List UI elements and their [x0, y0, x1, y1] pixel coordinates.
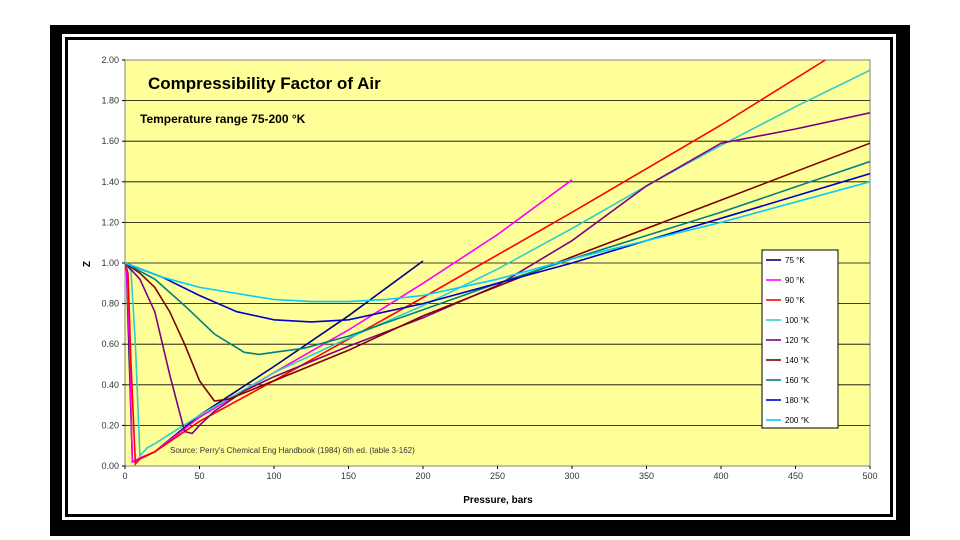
series-line-8	[125, 172, 870, 323]
x-tick-label: 500	[862, 471, 877, 481]
series-line-5	[125, 112, 870, 435]
y-axis-title: Z	[82, 261, 93, 267]
x-tick-label: 250	[490, 471, 505, 481]
x-tick-label: 50	[194, 471, 204, 481]
legend-entry-label: 75 °K	[785, 256, 805, 265]
x-tick-label: 150	[341, 471, 356, 481]
legend-entry-label: 180 °K	[785, 396, 810, 405]
chart-title: Compressibility Factor of Air	[148, 74, 381, 93]
chart-subtitle: Temperature range 75-200 °K	[140, 112, 306, 126]
x-tick-label: 350	[639, 471, 654, 481]
x-tick-label: 300	[564, 471, 579, 481]
y-tick-label: 2.00	[101, 55, 119, 65]
x-tick-label: 100	[266, 471, 281, 481]
legend-entry-label: 100 °K	[785, 316, 810, 325]
legend-entry-label: 200 °K	[785, 416, 810, 425]
series-line-2	[125, 179, 573, 464]
y-tick-label: 1.40	[101, 177, 119, 187]
source-note: Source: Perry's Chemical Eng Handbook (1…	[170, 446, 415, 455]
legend-entry-label: 120 °K	[785, 336, 810, 345]
y-tick-label: 0.00	[101, 461, 119, 471]
y-tick-label: 1.00	[101, 258, 119, 268]
series-line-3	[125, 60, 826, 466]
y-tick-label: 1.80	[101, 96, 119, 106]
legend-entry-label: 90 °K	[785, 276, 805, 285]
series-line-9	[125, 181, 870, 303]
x-tick-label: 0	[122, 471, 127, 481]
legend-entry-label: 90 °K	[785, 296, 805, 305]
y-tick-label: 1.20	[101, 217, 119, 227]
y-tick-label: 0.60	[101, 339, 119, 349]
x-tick-label: 400	[713, 471, 728, 481]
series-line-4	[125, 69, 870, 458]
y-tick-label: 0.40	[101, 380, 119, 390]
x-tick-label: 200	[415, 471, 430, 481]
x-axis-title: Pressure, bars	[463, 495, 533, 506]
y-tick-label: 0.80	[101, 299, 119, 309]
legend-entry-label: 160 °K	[785, 376, 810, 385]
y-tick-label: 1.60	[101, 136, 119, 146]
legend-entry-label: 140 °K	[785, 356, 810, 365]
inner-frame-border	[62, 34, 896, 520]
x-tick-label: 450	[788, 471, 803, 481]
y-tick-label: 0.20	[101, 420, 119, 430]
